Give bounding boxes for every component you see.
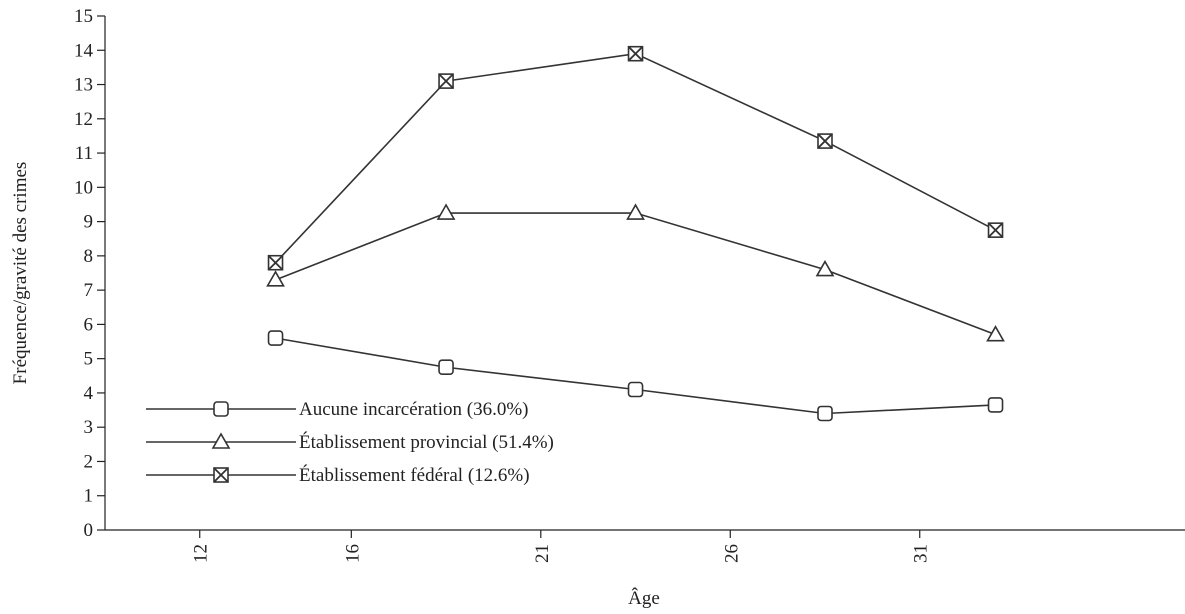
plot-area [104, 16, 1185, 531]
legend-item: Établissement provincial (51.4%) [146, 431, 554, 453]
cross-marker-stroke [817, 133, 833, 149]
x-tick-label: 12 [191, 544, 212, 563]
y-tick-label: 10 [74, 177, 93, 198]
square-marker [438, 359, 454, 376]
square-marker [213, 401, 229, 417]
x-axis-ticks: 12 16 21 26 31 [191, 530, 932, 563]
legend-item: Établissement fédéral (12.6%) [146, 464, 530, 486]
y-tick-label: 15 [74, 6, 93, 27]
triangle-marker [986, 325, 1005, 342]
cross-marker-stroke [438, 73, 454, 89]
triangle-marker [436, 203, 456, 220]
cross-marker-stroke [267, 255, 284, 271]
series-triangle [266, 203, 1005, 342]
y-tick-label: 4 [84, 383, 94, 404]
legend-label: Établissement provincial (51.4%) [299, 431, 554, 453]
y-tick-label: 7 [84, 280, 94, 301]
cross-marker [817, 133, 833, 149]
cross-marker-stroke [987, 222, 1004, 238]
x-tick-label: 21 [532, 544, 553, 563]
triangle-marker [211, 432, 231, 449]
triangle-marker [266, 270, 285, 287]
square-marker [817, 405, 833, 422]
series-layer [266, 45, 1005, 422]
series-line [274, 52, 996, 264]
triangle-marker [626, 203, 645, 220]
cross-marker [987, 222, 1004, 238]
y-tick-label: 6 [84, 314, 94, 335]
series-square [267, 330, 1004, 422]
series-cross [267, 45, 1004, 271]
x-tick-label: 16 [342, 544, 363, 563]
legend-label: Établissement fédéral (12.6%) [299, 464, 530, 486]
x-tick-label: 31 [911, 544, 932, 563]
y-tick-label: 11 [75, 143, 93, 164]
square-marker [267, 330, 284, 346]
cross-marker [267, 254, 284, 271]
series-line [275, 212, 996, 336]
cross-marker-stroke [213, 467, 229, 483]
y-tick-label: 1 [84, 486, 94, 507]
x-tick-label: 26 [721, 544, 742, 563]
y-tick-label: 3 [84, 417, 94, 438]
y-tick-label: 12 [74, 109, 93, 130]
cross-marker [438, 73, 454, 89]
cross-marker [627, 45, 644, 62]
x-axis-title: Âge [628, 587, 660, 609]
y-tick-label: 13 [74, 75, 93, 96]
legend-label: Aucune incarcération (36.0%) [299, 399, 528, 420]
y-tick-label: 9 [84, 212, 94, 233]
square-marker [627, 381, 644, 398]
cross-marker-stroke [627, 46, 644, 62]
legend: Aucune incarcération (36.0%) Établissemen… [146, 399, 554, 486]
y-tick-label: 2 [84, 451, 94, 472]
square-marker [987, 397, 1004, 413]
y-tick-label: 14 [74, 40, 94, 61]
y-tick-label: 8 [84, 246, 94, 267]
legend-item: Aucune incarcération (36.0%) [146, 399, 528, 420]
cross-marker [213, 467, 229, 483]
triangle-marker [815, 259, 835, 277]
y-axis-title: Fréquence/gravité des crimes [10, 162, 31, 385]
y-tick-label: 0 [84, 520, 94, 541]
y-tick-label: 5 [84, 349, 94, 370]
